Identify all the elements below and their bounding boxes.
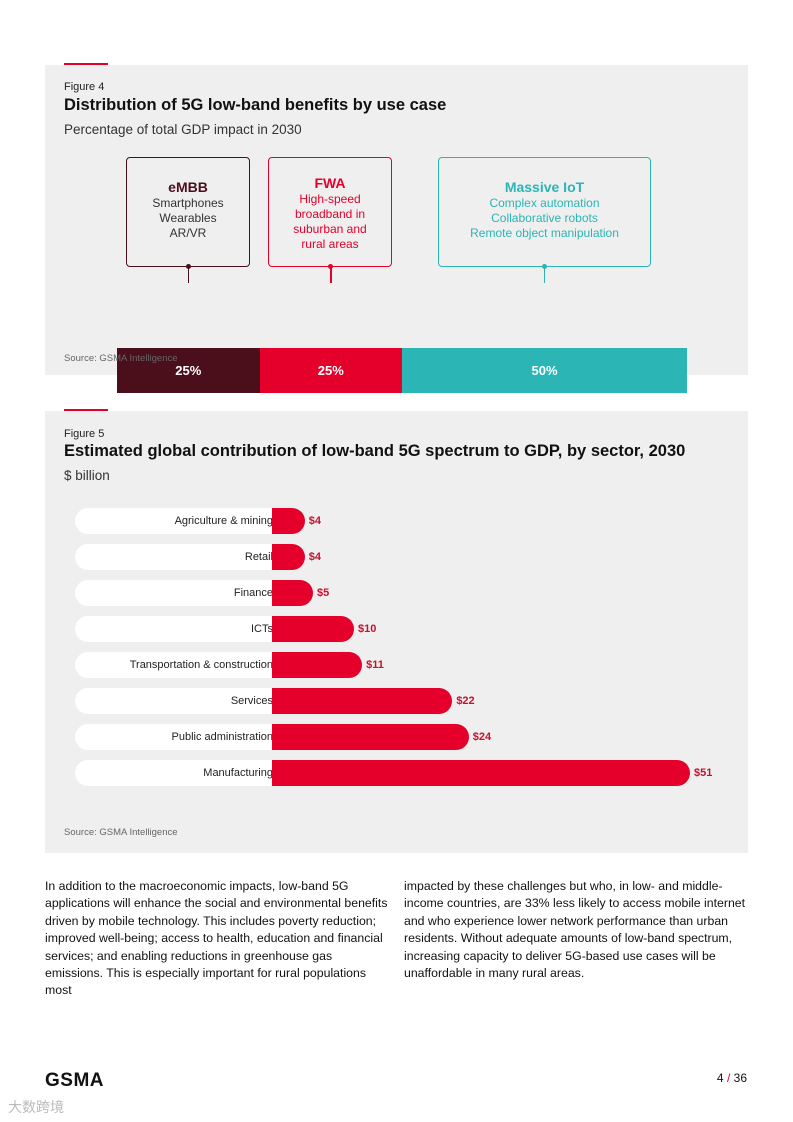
use-case-line: Complex automation [489,196,600,210]
value-label: $5 [316,587,330,599]
page-number: 4 / 36 [717,1071,747,1085]
use-case-line: High-speed [299,192,361,206]
gsma-logo: GSMA [45,1070,104,1091]
use-case-title: FWA [314,175,346,191]
figure5-source: Source: GSMA Intelligence [64,827,178,838]
figure5-label: Figure 5 [64,428,105,440]
bar [272,724,469,750]
use-case-line: Collaborative robots [491,211,598,225]
use-case-title: eMBB [168,179,208,195]
bar [272,616,354,642]
figure5-title: Estimated global contribution of low-ban… [64,442,686,460]
use-case-line: AR/VR [169,226,207,240]
figure4-title: Distribution of 5G low-band benefits by … [64,96,447,114]
figure5-subtitle: $ billion [64,468,110,483]
segment-value: 50% [531,363,558,378]
use-case-line: Smartphones [152,196,224,210]
category-label: Agriculture & mining [75,508,285,534]
bar [272,508,305,534]
value-label: $11 [366,659,384,671]
use-case-box: FWA High-speed broadband in suburban and rur… [268,157,392,267]
use-case-line: suburban and [293,222,367,236]
category-label: Transportation & construction [75,652,285,678]
use-case-box: eMBB Smartphones Wearables AR/VR [126,157,250,267]
value-label: $22 [456,695,475,707]
body-text-column-2: impacted by these challenges but who, in… [404,879,746,981]
segment-1: 25% [259,348,402,393]
connector-dot [542,264,547,269]
value-label: $51 [694,767,713,779]
bar [272,760,690,786]
value-label: $4 [308,551,322,563]
segment-value: 25% [317,363,344,378]
connector-line [330,267,332,283]
watermark: 大数跨境 [8,1099,64,1115]
segment-value: 25% [175,363,202,378]
use-case-line: rural areas [301,237,359,251]
value-label: $4 [308,515,322,527]
figure5-accent-line [64,409,108,411]
use-case-line: broadband in [294,207,366,221]
bar [272,688,453,714]
figure4-label: Figure 4 [64,81,105,93]
figure5-panel: Figure 5 Estimated global contribution o… [45,411,748,853]
figure4-subtitle: Percentage of total GDP impact in 2030 [64,122,302,137]
category-label: Finance [75,580,285,606]
use-case-line: Wearables [159,211,217,225]
body-text-column-1: In addition to the macroeconomic impacts… [45,879,388,998]
current-page: 4 [716,1071,724,1085]
figure4-accent-line [64,63,108,65]
total-pages: 36 [733,1071,747,1085]
connector-line [543,267,546,283]
value-label: $24 [472,731,492,743]
category-label: Public administration [75,724,285,750]
segment-0: 25% [117,348,260,393]
category-label: Retail [75,544,285,570]
page-separator: / [726,1071,731,1085]
category-label: Manufacturing [75,760,285,786]
bar [272,580,313,606]
use-case-line: Remote object manipulation [470,226,619,240]
category-label: Services [75,688,285,714]
use-case-box: Massive IoT Complex automation Collaborati… [438,157,651,267]
value-label: $10 [357,623,377,635]
bar [272,544,305,570]
figure4-source: Source: GSMA Intelligence [64,353,178,364]
figure4-panel: Figure 4 Distribution of 5G low-band ben… [45,65,748,393]
connector-dot [328,264,334,269]
bar [272,652,363,678]
connector-line [187,267,189,283]
connector-dot [185,264,191,269]
category-label: ICTs [75,616,285,642]
segment-2: 50% [402,348,687,393]
use-case-title: Massive IoT [504,179,585,195]
